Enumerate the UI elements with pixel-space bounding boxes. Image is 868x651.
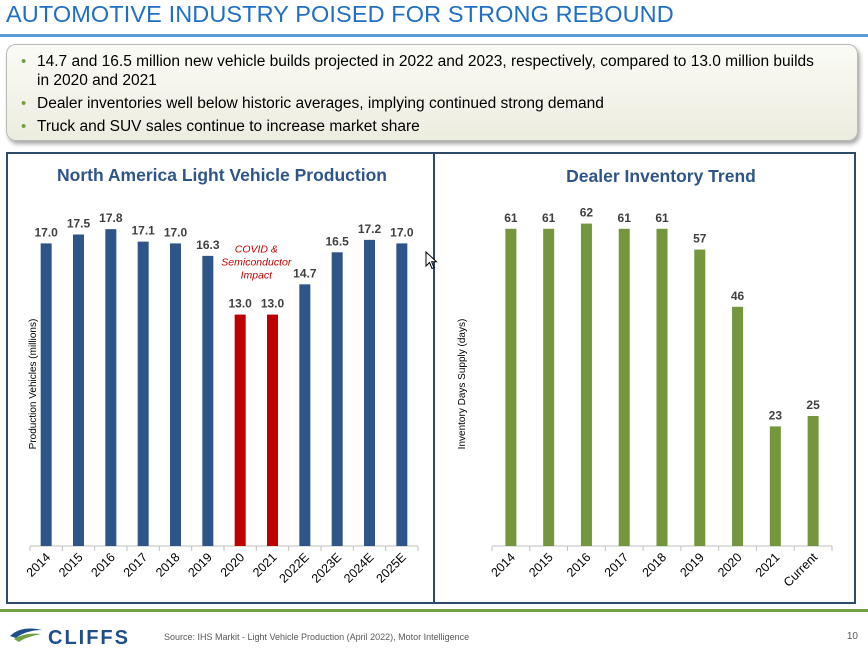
- bar-2014: [505, 228, 517, 547]
- x-tick-label: 2017: [121, 550, 151, 580]
- value-label: 16.3: [196, 238, 220, 252]
- x-tick-label: 2021: [753, 550, 783, 580]
- x-tick-label: 2020: [218, 550, 248, 580]
- x-tick-label: 2016: [564, 550, 594, 580]
- chart-title: North America Light Vehicle Production: [57, 165, 387, 185]
- value-label: 62: [580, 206, 594, 220]
- value-label: 61: [618, 211, 632, 225]
- bar-2015: [543, 228, 555, 547]
- value-label: 14.7: [293, 266, 317, 280]
- x-tick-label: 2014: [488, 550, 518, 580]
- bullet-text: 14.7 and 16.5 million new vehicle builds…: [37, 53, 814, 89]
- bar-2025E: [396, 243, 408, 546]
- x-tick-label: 2014: [24, 550, 54, 580]
- value-label: 17.2: [358, 222, 382, 236]
- x-tick-label: 2024E: [341, 550, 376, 585]
- value-label: 17.0: [164, 225, 188, 239]
- value-label: 46: [731, 289, 745, 303]
- bar-2020: [234, 314, 246, 546]
- covid-annotation-line: COVID &: [235, 244, 278, 256]
- value-label: 17.1: [131, 224, 155, 238]
- value-label: 17.5: [67, 217, 91, 231]
- x-tick-label: 2018: [640, 550, 670, 580]
- x-tick-label: 2021: [250, 550, 280, 580]
- chart-title: Dealer Inventory Trend: [566, 166, 756, 186]
- bar-2016: [105, 229, 117, 546]
- bar-2014: [40, 243, 52, 546]
- bar-2018: [170, 243, 181, 546]
- bar-2015: [73, 234, 84, 546]
- y-axis-label: Inventory Days Supply (days): [457, 319, 468, 450]
- x-tick-label: 2022E: [276, 550, 311, 585]
- bullet-dot-icon: •: [21, 53, 27, 70]
- covid-annotation-line: Impact: [241, 270, 274, 282]
- x-tick-label: 2015: [526, 550, 556, 580]
- value-label: 13.0: [261, 297, 285, 311]
- bar-2017: [137, 241, 149, 546]
- value-label: 61: [542, 211, 556, 225]
- bullet-item: • 14.7 and 16.5 million new vehicle build…: [21, 52, 827, 90]
- value-label: 25: [806, 398, 820, 412]
- x-tick-label: 2020: [715, 550, 745, 580]
- bar-2019: [202, 255, 214, 547]
- bar-2017: [618, 228, 630, 547]
- x-tick-label: Current: [781, 550, 821, 590]
- value-label: 17.8: [99, 211, 123, 225]
- x-tick-label: 2017: [602, 550, 632, 580]
- x-tick-label: 2019: [185, 550, 215, 580]
- value-label: 23: [769, 408, 783, 422]
- bar-2018: [656, 228, 668, 547]
- bar-2016: [580, 223, 592, 546]
- x-tick-label: 2025E: [373, 550, 408, 585]
- title-divider: [0, 34, 868, 37]
- cliffs-logo-icon: [10, 628, 42, 642]
- x-tick-label: 2018: [153, 550, 183, 580]
- inventory-chart: Dealer Inventory Trend Inventory Days Sup…: [457, 166, 833, 590]
- source-note: Source: IHS Markit - Light Vehicle Produ…: [164, 632, 470, 642]
- mouse-cursor-icon: [425, 251, 438, 270]
- value-label: 61: [504, 211, 518, 225]
- value-label: 61: [655, 211, 669, 225]
- x-tick-label: 2016: [88, 550, 118, 580]
- y-axis-label: Production Vehicles (millions): [28, 319, 39, 450]
- production-chart: North America Light Vehicle Production Pr…: [24, 165, 419, 586]
- bullet-dot-icon: •: [21, 118, 27, 135]
- inventory-chart-panel: Dealer Inventory Trend Inventory Days Sup…: [433, 152, 856, 604]
- bullet-item: • Dealer inventories well below historic …: [21, 94, 827, 113]
- value-label: 17.0: [390, 225, 414, 239]
- x-tick-label: 2015: [56, 550, 86, 580]
- bar-2020: [732, 306, 744, 546]
- covid-annotation-line: Semiconductor: [221, 257, 292, 269]
- bar-2021: [769, 426, 781, 546]
- page-number: 10: [846, 631, 858, 642]
- value-label: 13.0: [228, 297, 252, 311]
- key-points-box: • 14.7 and 16.5 million new vehicle build…: [6, 44, 858, 141]
- bullet-text: Truck and SUV sales continue to increase…: [37, 118, 420, 135]
- bullet-dot-icon: •: [21, 95, 27, 112]
- x-tick-label: 2019: [677, 550, 707, 580]
- footer-divider: [0, 609, 868, 612]
- x-tick-label: 2023E: [309, 550, 344, 585]
- bar-2021: [267, 314, 278, 546]
- bullet-text: Dealer inventories well below historic a…: [37, 95, 604, 112]
- bar-2019: [694, 249, 706, 546]
- bar-2024E: [364, 239, 375, 546]
- value-label: 17.0: [34, 225, 58, 239]
- bar-Current: [807, 416, 819, 546]
- bar-2023E: [331, 252, 343, 547]
- bar-2022E: [299, 284, 311, 546]
- company-logo-text: CLIFFS: [48, 627, 130, 649]
- slide-title: AUTOMOTIVE INDUSTRY POISED FOR STRONG RE…: [6, 1, 674, 27]
- bullet-item: • Truck and SUV sales continue to increas…: [21, 117, 827, 136]
- value-label: 16.5: [325, 234, 349, 248]
- production-chart-panel: North America Light Vehicle Production Pr…: [6, 152, 435, 604]
- value-label: 57: [693, 232, 707, 246]
